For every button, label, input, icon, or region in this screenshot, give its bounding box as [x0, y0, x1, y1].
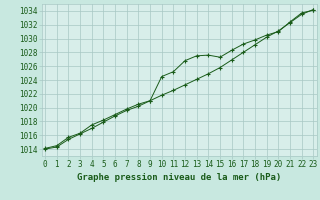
X-axis label: Graphe pression niveau de la mer (hPa): Graphe pression niveau de la mer (hPa) [77, 173, 281, 182]
